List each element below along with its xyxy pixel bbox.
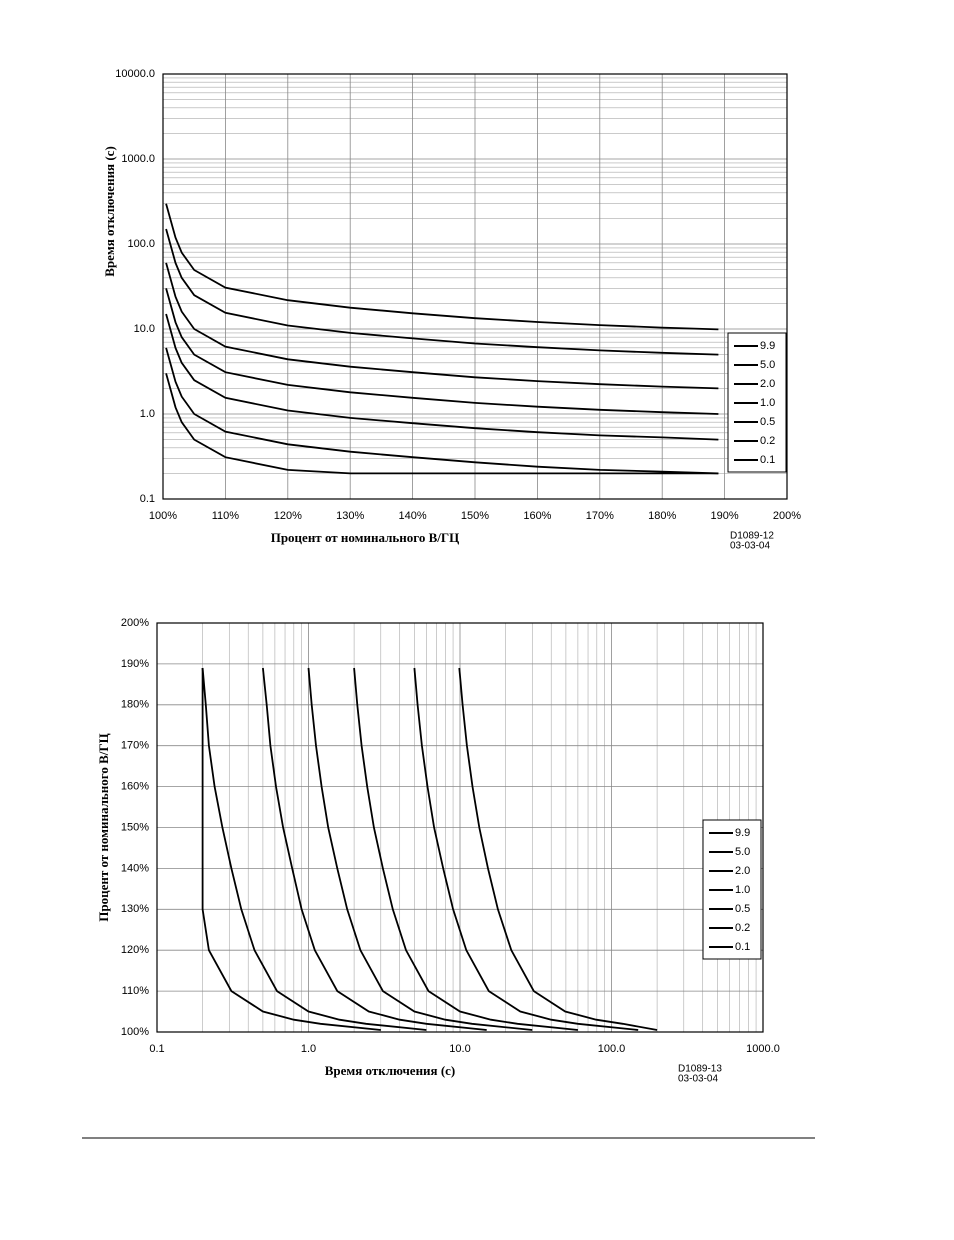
legend-label: 2.0 (760, 378, 775, 390)
legend-label: 0.5 (735, 903, 750, 915)
y-tick-label: 100% (121, 1026, 149, 1038)
x-tick-label: 190% (711, 510, 739, 522)
x-tick-label: 150% (461, 510, 489, 522)
legend-label: 9.9 (735, 827, 750, 839)
figure-code: 03-03-04 (678, 1074, 718, 1085)
legend-label: 1.0 (735, 884, 750, 896)
y-tick-label: 0.1 (140, 493, 155, 505)
y-tick-label: 100.0 (127, 238, 155, 250)
y-tick-label: 170% (121, 740, 149, 752)
y-tick-label: 180% (121, 699, 149, 711)
y-tick-label: 130% (121, 903, 149, 915)
x-tick-label: 160% (523, 510, 551, 522)
x-tick-label: 140% (399, 510, 427, 522)
series-line (413, 667, 639, 1031)
x-tick-label: 120% (274, 510, 302, 522)
x-axis-title: Процент от номинального В/ГЦ (271, 530, 460, 545)
series-line (165, 313, 719, 441)
y-tick-label: 120% (121, 944, 149, 956)
x-axis-title: Время отключения (с) (325, 1063, 456, 1078)
series-line (165, 262, 719, 390)
y-tick-label: 1000.0 (121, 153, 155, 165)
legend-label: 0.1 (735, 941, 750, 953)
y-axis-title: Время отключения (с) (102, 146, 117, 277)
x-tick-label: 180% (648, 510, 676, 522)
y-tick-label: 10.0 (134, 323, 155, 335)
x-tick-label: 100.0 (598, 1043, 626, 1055)
y-tick-label: 1.0 (140, 408, 155, 420)
y-axis-title: Процент от номинального В/ГЦ (96, 733, 111, 922)
legend-label: 0.5 (760, 416, 775, 428)
x-tick-label: 110% (212, 510, 240, 522)
y-tick-label: 110% (122, 985, 150, 997)
x-tick-label: 10.0 (449, 1043, 470, 1055)
legend-label: 0.1 (760, 454, 775, 466)
legend-label: 1.0 (760, 397, 775, 409)
series-line (165, 347, 719, 475)
y-tick-label: 10000.0 (115, 68, 155, 80)
legend-label: 0.2 (760, 435, 775, 447)
y-tick-label: 190% (121, 658, 149, 670)
x-tick-label: 100% (149, 510, 177, 522)
legend-label: 9.9 (760, 340, 775, 352)
figure-code: 03-03-04 (730, 541, 770, 552)
y-tick-label: 140% (121, 862, 149, 874)
x-tick-label: 0.1 (149, 1043, 164, 1055)
x-tick-label: 130% (336, 510, 364, 522)
series-line (201, 667, 427, 1031)
y-tick-label: 160% (121, 781, 149, 793)
legend-label: 5.0 (735, 846, 750, 858)
x-tick-label: 200% (773, 510, 801, 522)
series-line (165, 203, 719, 331)
legend-label: 5.0 (760, 359, 775, 371)
legend-label: 2.0 (735, 865, 750, 877)
figure-code: D1089-13 (678, 1064, 722, 1075)
y-tick-label: 150% (121, 821, 149, 833)
x-tick-label: 1.0 (301, 1043, 316, 1055)
legend-label: 0.2 (735, 922, 750, 934)
figure-code: D1089-12 (730, 531, 774, 542)
series-line (165, 373, 719, 475)
series-line (201, 668, 381, 1031)
plot-frame (162, 73, 788, 500)
x-tick-label: 1000.0 (746, 1043, 780, 1055)
plot-frame (156, 622, 764, 1033)
series-line (165, 288, 719, 415)
series-line (353, 667, 578, 1031)
y-tick-label: 200% (121, 617, 149, 629)
series-line (262, 667, 487, 1031)
series-line (307, 667, 533, 1031)
series-line (458, 667, 658, 1031)
x-tick-label: 170% (586, 510, 614, 522)
series-line (165, 228, 719, 356)
